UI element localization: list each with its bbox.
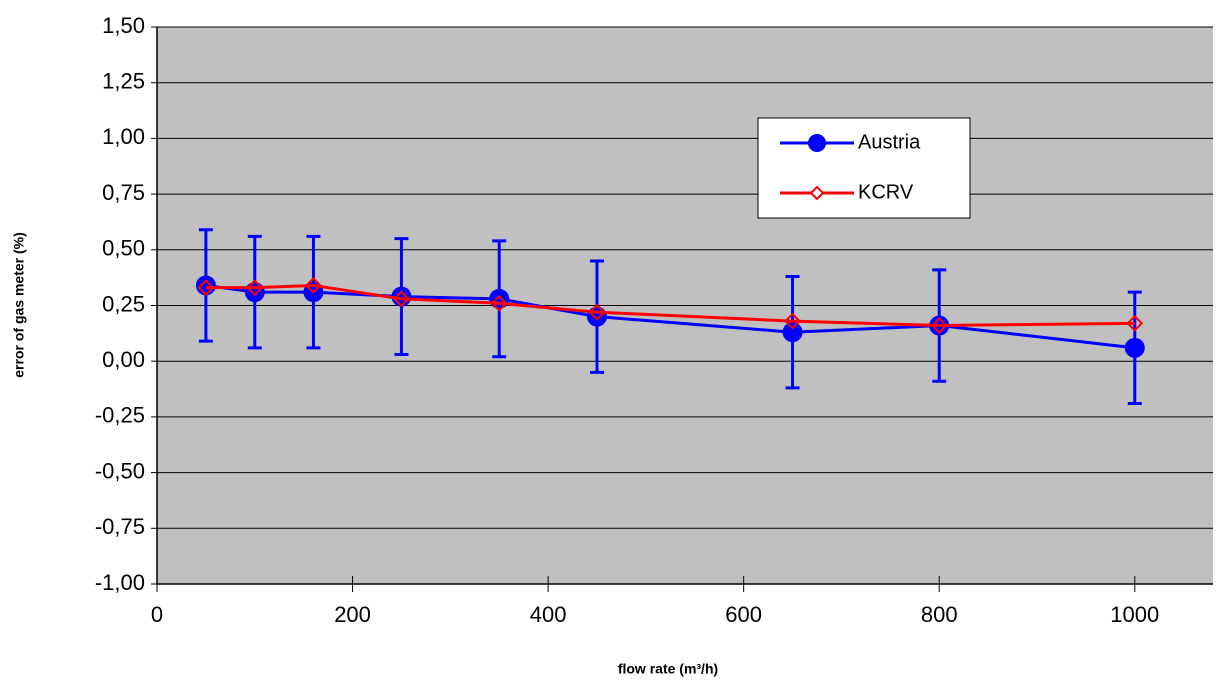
legend-label: Austria — [858, 131, 921, 153]
point — [784, 312, 801, 330]
x-axis-label: flow rate (m³/h) — [618, 661, 718, 677]
point — [489, 288, 510, 309]
legend-marker — [809, 185, 825, 201]
point — [305, 277, 322, 294]
x-tick-label: 800 — [921, 602, 958, 627]
y-tick-label: -0,25 — [95, 403, 145, 428]
y-tick-label: 1,25 — [102, 69, 145, 94]
y-tick-label: 0,50 — [102, 236, 145, 261]
point — [782, 322, 803, 343]
legend-marker — [808, 134, 826, 152]
point — [244, 282, 265, 303]
x-tick-label: 200 — [334, 602, 371, 627]
y-tick-label: 1,00 — [102, 124, 145, 149]
x-tick-label: 0 — [151, 602, 163, 627]
y-tick-label: 1,50 — [102, 13, 145, 38]
y-tick-label: 0,00 — [102, 347, 145, 372]
y-tick-label: -0,50 — [95, 458, 145, 483]
y-tick-label: 0,25 — [102, 291, 145, 316]
point — [1126, 314, 1144, 332]
y-tick-label: -1,00 — [95, 570, 145, 595]
legend-box — [757, 117, 971, 219]
x-tick-label: 400 — [530, 602, 567, 627]
point — [490, 294, 508, 312]
legend-label: KCRV — [858, 181, 914, 203]
point — [588, 303, 606, 321]
series-line — [205, 283, 1135, 328]
x-tick-label: 1000 — [1110, 602, 1159, 627]
y-axis-label: error of gas meter (%) — [11, 232, 27, 377]
point — [587, 306, 607, 327]
point — [930, 317, 948, 334]
point — [1124, 337, 1145, 358]
x-tick-label: 600 — [725, 602, 762, 627]
point — [197, 279, 215, 297]
point — [246, 279, 264, 297]
y-tick-label: -0,75 — [95, 514, 145, 539]
point — [393, 290, 410, 308]
point — [195, 275, 216, 296]
y-tick-label: 0,75 — [102, 180, 145, 205]
